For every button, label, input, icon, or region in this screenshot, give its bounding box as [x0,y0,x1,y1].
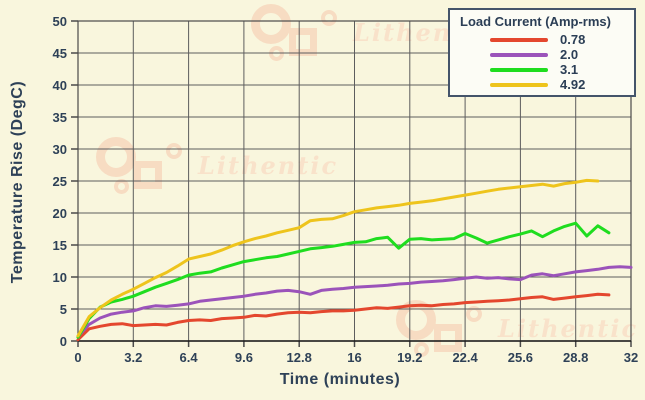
x-tick-label: 6.4 [180,350,199,365]
x-tick-label: 12.8 [287,350,312,365]
x-tick-label: 19.2 [397,350,422,365]
legend-item: 0.78 [490,32,634,47]
legend-label: 3.1 [560,62,579,77]
legend-swatch-yellow [490,82,548,87]
y-tick-label: 45 [53,46,67,61]
legend-swatch-purple [490,52,548,57]
y-tick-label: 20 [53,206,67,221]
y-tick-label: 25 [53,174,67,189]
legend-swatch-red [490,37,548,42]
series-line-2.0 [76,265,633,338]
legend-item: 3.1 [490,62,634,77]
x-tick-label: 32 [624,350,638,365]
y-tick-label: 40 [53,78,67,93]
series-line-0.78 [76,292,611,342]
y-tick-label: 5 [60,302,67,317]
y-tick-label: 30 [53,142,67,157]
legend-title: Load Current (Amp-rms) [460,14,611,29]
y-tick-label: 0 [60,334,67,349]
legend: Load Current (Amp-rms) 0.78 2.0 3.1 4.92 [448,8,636,97]
x-tick-label: 25.6 [508,350,533,365]
y-tick-label: 15 [53,238,67,253]
y-tick-label: 35 [53,110,67,125]
series-line-3.1 [76,221,611,339]
x-tick-label: 3.2 [124,350,142,365]
series-line-4.92 [76,178,600,338]
x-tick-label: 16 [347,350,361,365]
x-tick-label: 9.6 [235,350,253,365]
x-tick-label: 0 [74,350,81,365]
legend-label: 2.0 [560,47,579,62]
x-axis-title: Time (minutes) [279,371,401,388]
legend-item: 4.92 [490,77,634,92]
y-tick-label: 10 [53,270,67,285]
legend-label: 0.78 [560,32,586,47]
x-tick-label: 22.4 [452,350,478,365]
legend-label: 4.92 [560,77,586,92]
y-axis-title: Temperature Rise (DegC) [9,80,26,284]
legend-item: 2.0 [490,47,634,62]
y-tick-label: 50 [53,14,67,29]
legend-swatch-green [490,67,548,72]
x-tick-label: 28.8 [563,350,588,365]
